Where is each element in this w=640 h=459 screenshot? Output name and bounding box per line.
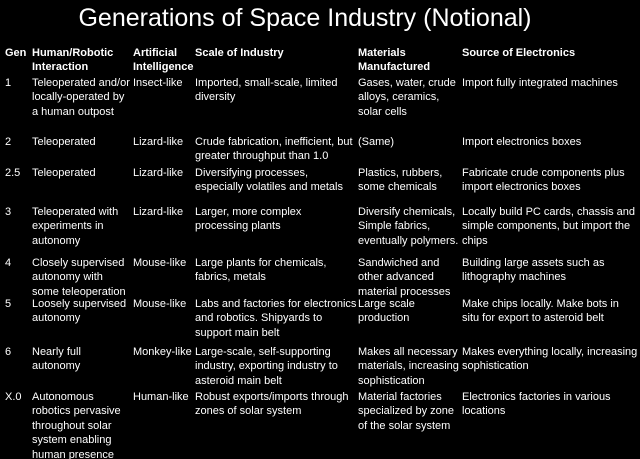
cell-scale: Imported, small-scale, limited diversity — [195, 77, 338, 104]
header-intelligence: Artificial Intelligence — [133, 47, 194, 74]
cell-intelligence: Lizard-like — [133, 136, 184, 148]
cell-materials: Gases, water, crude alloys, ceramics, so… — [358, 77, 456, 118]
cell-electronics: Locally build PC cards, chassis and simp… — [462, 206, 636, 247]
header-scale: Scale of Industry — [195, 47, 284, 59]
cell-materials: Large scale production — [358, 298, 415, 325]
cell-scale: Larger, more complex processing plants — [195, 206, 302, 233]
cell-gen: 3 — [5, 206, 12, 218]
cell-electronics: Fabricate crude components plus import e… — [462, 167, 625, 194]
cell-materials: Material factories specialized by zone o… — [358, 391, 455, 432]
cell-gen: 2.5 — [5, 167, 21, 179]
cell-gen: 5 — [5, 298, 12, 310]
slide-title: Generations of Space Industry (Notional) — [78, 4, 532, 32]
cell-intelligence: Lizard-like — [133, 206, 184, 218]
cell-electronics: Import electronics boxes — [462, 136, 582, 148]
cell-interaction: Nearly full autonomy — [32, 346, 81, 373]
cell-gen: 4 — [5, 257, 12, 269]
header-interaction: Human/Robotic Interaction — [32, 47, 114, 74]
cell-gen: X.0 — [5, 391, 22, 403]
cell-gen: 2 — [5, 136, 12, 148]
header-materials: Materials Manufactured — [358, 47, 431, 74]
cell-scale: Labs and factories for electronics and r… — [195, 298, 357, 339]
header-electronics: Source of Electronics — [462, 47, 576, 59]
cell-scale: Robust exports/imports through zones of … — [195, 391, 349, 418]
cell-scale: Diversifying processes, especially volat… — [195, 167, 343, 194]
cell-interaction: Closely supervised autonomy with some te… — [32, 257, 126, 298]
cell-intelligence: Human-like — [133, 391, 189, 403]
cell-scale: Large plants for chemicals, fabrics, met… — [195, 257, 327, 284]
cell-interaction: Loosely supervised autonomy — [32, 298, 127, 325]
cell-electronics: Import fully integrated machines — [462, 77, 618, 89]
cell-electronics: Makes everything locally, increasing sop… — [462, 346, 638, 373]
cell-intelligence: Monkey-like — [133, 346, 192, 358]
cell-electronics: Building large assets such as lithograph… — [462, 257, 605, 284]
cell-interaction: Teleoperated — [32, 167, 96, 179]
cell-electronics: Make chips locally. Make bots in situ fo… — [462, 298, 619, 325]
cell-scale: Large-scale, self-supporting industry, e… — [195, 346, 338, 387]
cell-interaction: Teleoperated with experiments in autonom… — [32, 206, 119, 247]
cell-electronics: Electronics factories in various locatio… — [462, 391, 611, 418]
cell-materials: Diversify chemicals, Simple fabrics, eve… — [358, 206, 459, 247]
cell-materials: Sandwiched and other advanced material p… — [358, 257, 451, 298]
cell-interaction: Autonomous robotics pervasive throughout… — [32, 391, 121, 459]
cell-interaction: Teleoperated and/or locally-operated by … — [32, 77, 130, 118]
cell-materials: Plastics, rubbers, some chemicals — [358, 167, 443, 194]
cell-gen: 1 — [5, 77, 12, 89]
cell-scale: Crude fabrication, inefficient, but grea… — [195, 136, 353, 163]
cell-intelligence: Mouse-like — [133, 257, 187, 269]
cell-intelligence: Insect-like — [133, 77, 183, 89]
cell-interaction: Teleoperated — [32, 136, 96, 148]
cell-intelligence: Mouse-like — [133, 298, 187, 310]
cell-intelligence: Lizard-like — [133, 167, 184, 179]
cell-materials: (Same) — [358, 136, 395, 148]
cell-gen: 6 — [5, 346, 12, 358]
cell-materials: Makes all necessary materials, increasin… — [358, 346, 459, 387]
header-gen: Gen — [5, 47, 27, 59]
